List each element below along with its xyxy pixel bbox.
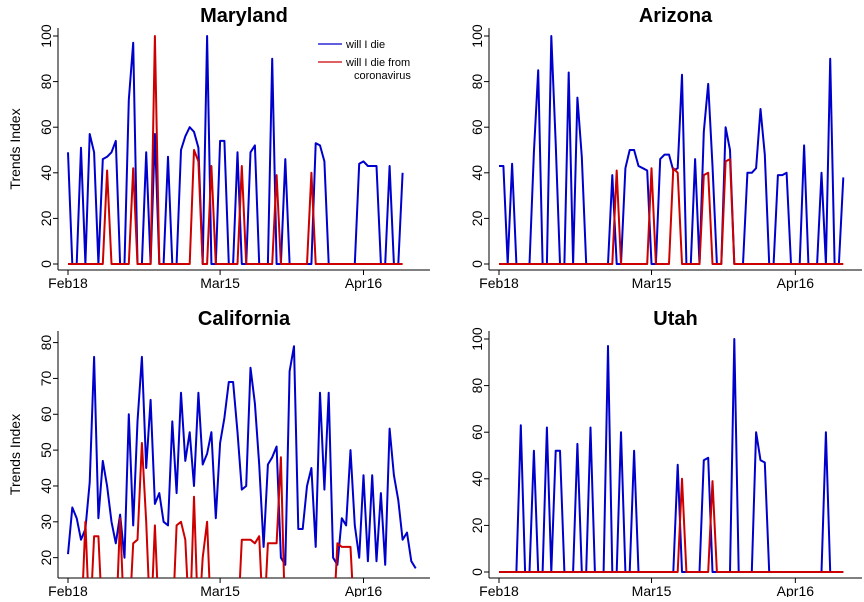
chart-title: Maryland	[200, 5, 288, 27]
y-tick-label: 40	[38, 165, 54, 181]
y-tick-label: 80	[38, 335, 54, 351]
series-line-will-i-die-from-coronavirus	[68, 35, 403, 265]
legend-label-line: coronavirus	[354, 70, 411, 82]
y-tick-label: 0	[38, 260, 54, 268]
series-line-will-i-die	[499, 35, 845, 265]
chart-panel-california: California 20 30 40 50 60 70 80 Feb18 Mar15 Apr16 T…	[7, 308, 430, 599]
x-tick-label: Apr16	[777, 583, 815, 597]
x-tick-label: Mar15	[200, 275, 240, 291]
y-tick-label: 80	[469, 378, 485, 394]
y-tick-label: 40	[469, 471, 485, 487]
legend-label: will I die	[345, 39, 385, 51]
x-tick-label: Apr16	[345, 583, 383, 597]
chart-panel-maryland: Maryland 0 20 40 60 80 100 Feb18 Mar15 Apr16 Trend…	[7, 5, 430, 291]
y-tick-label: 50	[38, 442, 54, 458]
series-line-will-i-die-from-coronavirus	[499, 477, 844, 573]
x-tick-label: Mar15	[200, 583, 240, 597]
y-tick-label: 80	[38, 74, 54, 90]
y-tick-label: 70	[38, 370, 54, 386]
y-tick-label: 20	[469, 210, 485, 226]
series-line-will-i-die	[67, 35, 404, 265]
series-line-will-i-die	[67, 345, 417, 569]
series-line-will-i-die	[499, 338, 844, 573]
y-tick-label: 100	[38, 24, 54, 48]
y-tick-label: 20	[469, 517, 485, 533]
x-tick-label: Feb18	[479, 583, 519, 597]
y-tick-label: 100	[469, 327, 485, 351]
x-tick-label: Feb18	[48, 275, 88, 291]
legend-label-line: will I die from	[345, 57, 410, 69]
series-line-will-i-die-from-coronavirus	[499, 158, 844, 265]
y-tick-label: 60	[38, 406, 54, 422]
y-tick-label: 80	[469, 74, 485, 90]
y-tick-label: 30	[38, 514, 54, 530]
x-tick-label: Apr16	[777, 275, 815, 291]
y-tick-label: 60	[469, 424, 485, 440]
x-tick-label: Mar15	[632, 583, 672, 597]
x-tick-label: Feb18	[479, 275, 519, 291]
y-tick-label: 40	[469, 165, 485, 181]
chart-panel-utah: Utah 0 20 40 60 80 100 Feb18 Mar15 Apr16	[469, 308, 862, 599]
chart-title: Arizona	[639, 5, 713, 27]
legend: will I die will I die from coronavirus	[318, 39, 411, 82]
x-tick-label: Apr16	[345, 275, 383, 291]
y-axis-label: Trends Index	[7, 414, 23, 495]
y-tick-label: 20	[38, 210, 54, 226]
y-axis-label: Trends Index	[7, 108, 23, 189]
y-tick-label: 60	[469, 119, 485, 135]
x-tick-label: Feb18	[48, 583, 88, 597]
y-tick-label: 20	[38, 550, 54, 566]
y-tick-label: 40	[38, 478, 54, 494]
x-tick-label: Mar15	[632, 275, 672, 291]
legend-label: will I die from coronavirus	[345, 57, 411, 82]
chart-title: Utah	[653, 308, 697, 330]
chart-title: California	[198, 308, 291, 330]
y-tick-label: 100	[469, 24, 485, 48]
chart-panel-arizona: Arizona 0 20 40 60 80 100 Feb18 Mar15 Apr16	[469, 5, 862, 291]
y-tick-label: 60	[38, 119, 54, 135]
y-tick-label: 0	[469, 568, 485, 576]
y-tick-label: 0	[469, 260, 485, 268]
